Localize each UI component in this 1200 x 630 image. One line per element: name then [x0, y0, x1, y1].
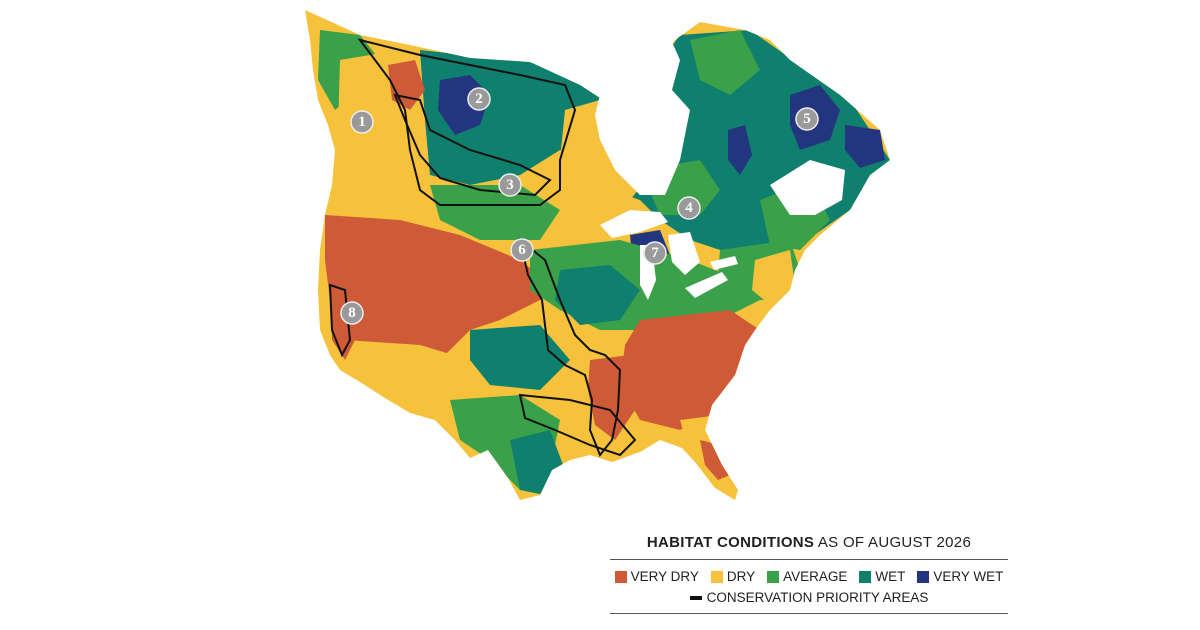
region-very-wet-central [728, 125, 752, 175]
legend-swatch-very-dry [614, 570, 627, 583]
legend-item-very-wet: VERY WET [917, 569, 1003, 584]
marker-label: 4 [685, 200, 693, 216]
marker-5[interactable]: 5 [795, 107, 819, 131]
legend-swatch-dry [710, 570, 723, 583]
marker-label: 8 [348, 305, 356, 321]
legend-swatch-wet [859, 570, 872, 583]
marker-7[interactable]: 7 [643, 241, 667, 265]
legend-boundary: CONSERVATION PRIORITY AREAS [610, 590, 1008, 605]
marker-3[interactable]: 3 [498, 173, 522, 197]
conservation-priority-outlines [328, 38, 637, 457]
region-average-3 [690, 30, 760, 95]
priority-outline-mississippi [518, 237, 622, 457]
legend-swatch-very-wet [917, 570, 930, 583]
marker-label: 1 [358, 114, 366, 130]
marker-6[interactable]: 6 [510, 238, 534, 262]
region-very-dry-delta [588, 355, 635, 440]
legend-swatch-boundary [689, 595, 702, 600]
legend-title-bold: HABITAT CONDITIONS [646, 534, 815, 551]
legend-divider-bottom [610, 613, 1008, 614]
legend-title-rest: AS OF AUGUST 2026 [814, 534, 972, 551]
priority-outline-gulf-coast [518, 393, 637, 457]
marker-label: 5 [803, 111, 811, 127]
lake-huron [668, 232, 700, 275]
marker-label: 2 [475, 91, 483, 107]
region-average-4 [430, 185, 560, 240]
marker-4[interactable]: 4 [677, 196, 701, 220]
lake-superior [600, 210, 668, 238]
marker-2[interactable]: 2 [467, 87, 491, 111]
region-very-dry-florida [700, 440, 730, 480]
gulf-st-lawrence [770, 160, 845, 215]
legend-title: HABITAT CONDITIONS AS OF AUGUST 2026 [610, 528, 1008, 559]
marker-8[interactable]: 8 [340, 301, 364, 325]
legend-label-very-dry: VERY DRY [630, 569, 699, 584]
lake-ontario [710, 256, 738, 270]
legend-item-average: AVERAGE [767, 569, 847, 584]
region-dry-northeast [752, 250, 795, 305]
map-legend: HABITAT CONDITIONS AS OF AUGUST 2026 VER… [610, 528, 1008, 614]
lake-erie [685, 272, 728, 298]
legend-label-very-wet: VERY WET [933, 569, 1004, 584]
marker-label: 3 [506, 177, 514, 193]
legend-label-boundary: CONSERVATION PRIORITY AREAS [706, 590, 929, 605]
region-very-dry-southeast [620, 310, 760, 430]
legend-label-average: AVERAGE [783, 569, 848, 584]
legend-label-wet: WET [875, 569, 906, 584]
marker-label: 7 [651, 245, 659, 261]
region-wet-midwest [555, 265, 640, 325]
legend-categories: VERY DRY DRY AVERAGE WET VERY WET [610, 569, 1008, 584]
legend-divider-top [610, 559, 1008, 560]
marker-label: 6 [518, 242, 526, 258]
priority-outline-parklands [393, 93, 552, 197]
region-wet-plains [470, 325, 570, 390]
legend-label-dry: DRY [726, 569, 756, 584]
priority-outline-central-valley [328, 283, 352, 358]
marker-1[interactable]: 1 [350, 110, 374, 134]
legend-item-dry: DRY [710, 569, 756, 584]
region-very-dry-alberta [388, 60, 425, 110]
region-very-wet-labrador [845, 125, 885, 168]
legend-item-wet: WET [859, 569, 905, 584]
legend-swatch-average [767, 570, 780, 583]
legend-item-very-dry: VERY DRY [614, 569, 699, 584]
region-very-dry-west [325, 215, 545, 370]
hudson-bay [595, 42, 690, 195]
